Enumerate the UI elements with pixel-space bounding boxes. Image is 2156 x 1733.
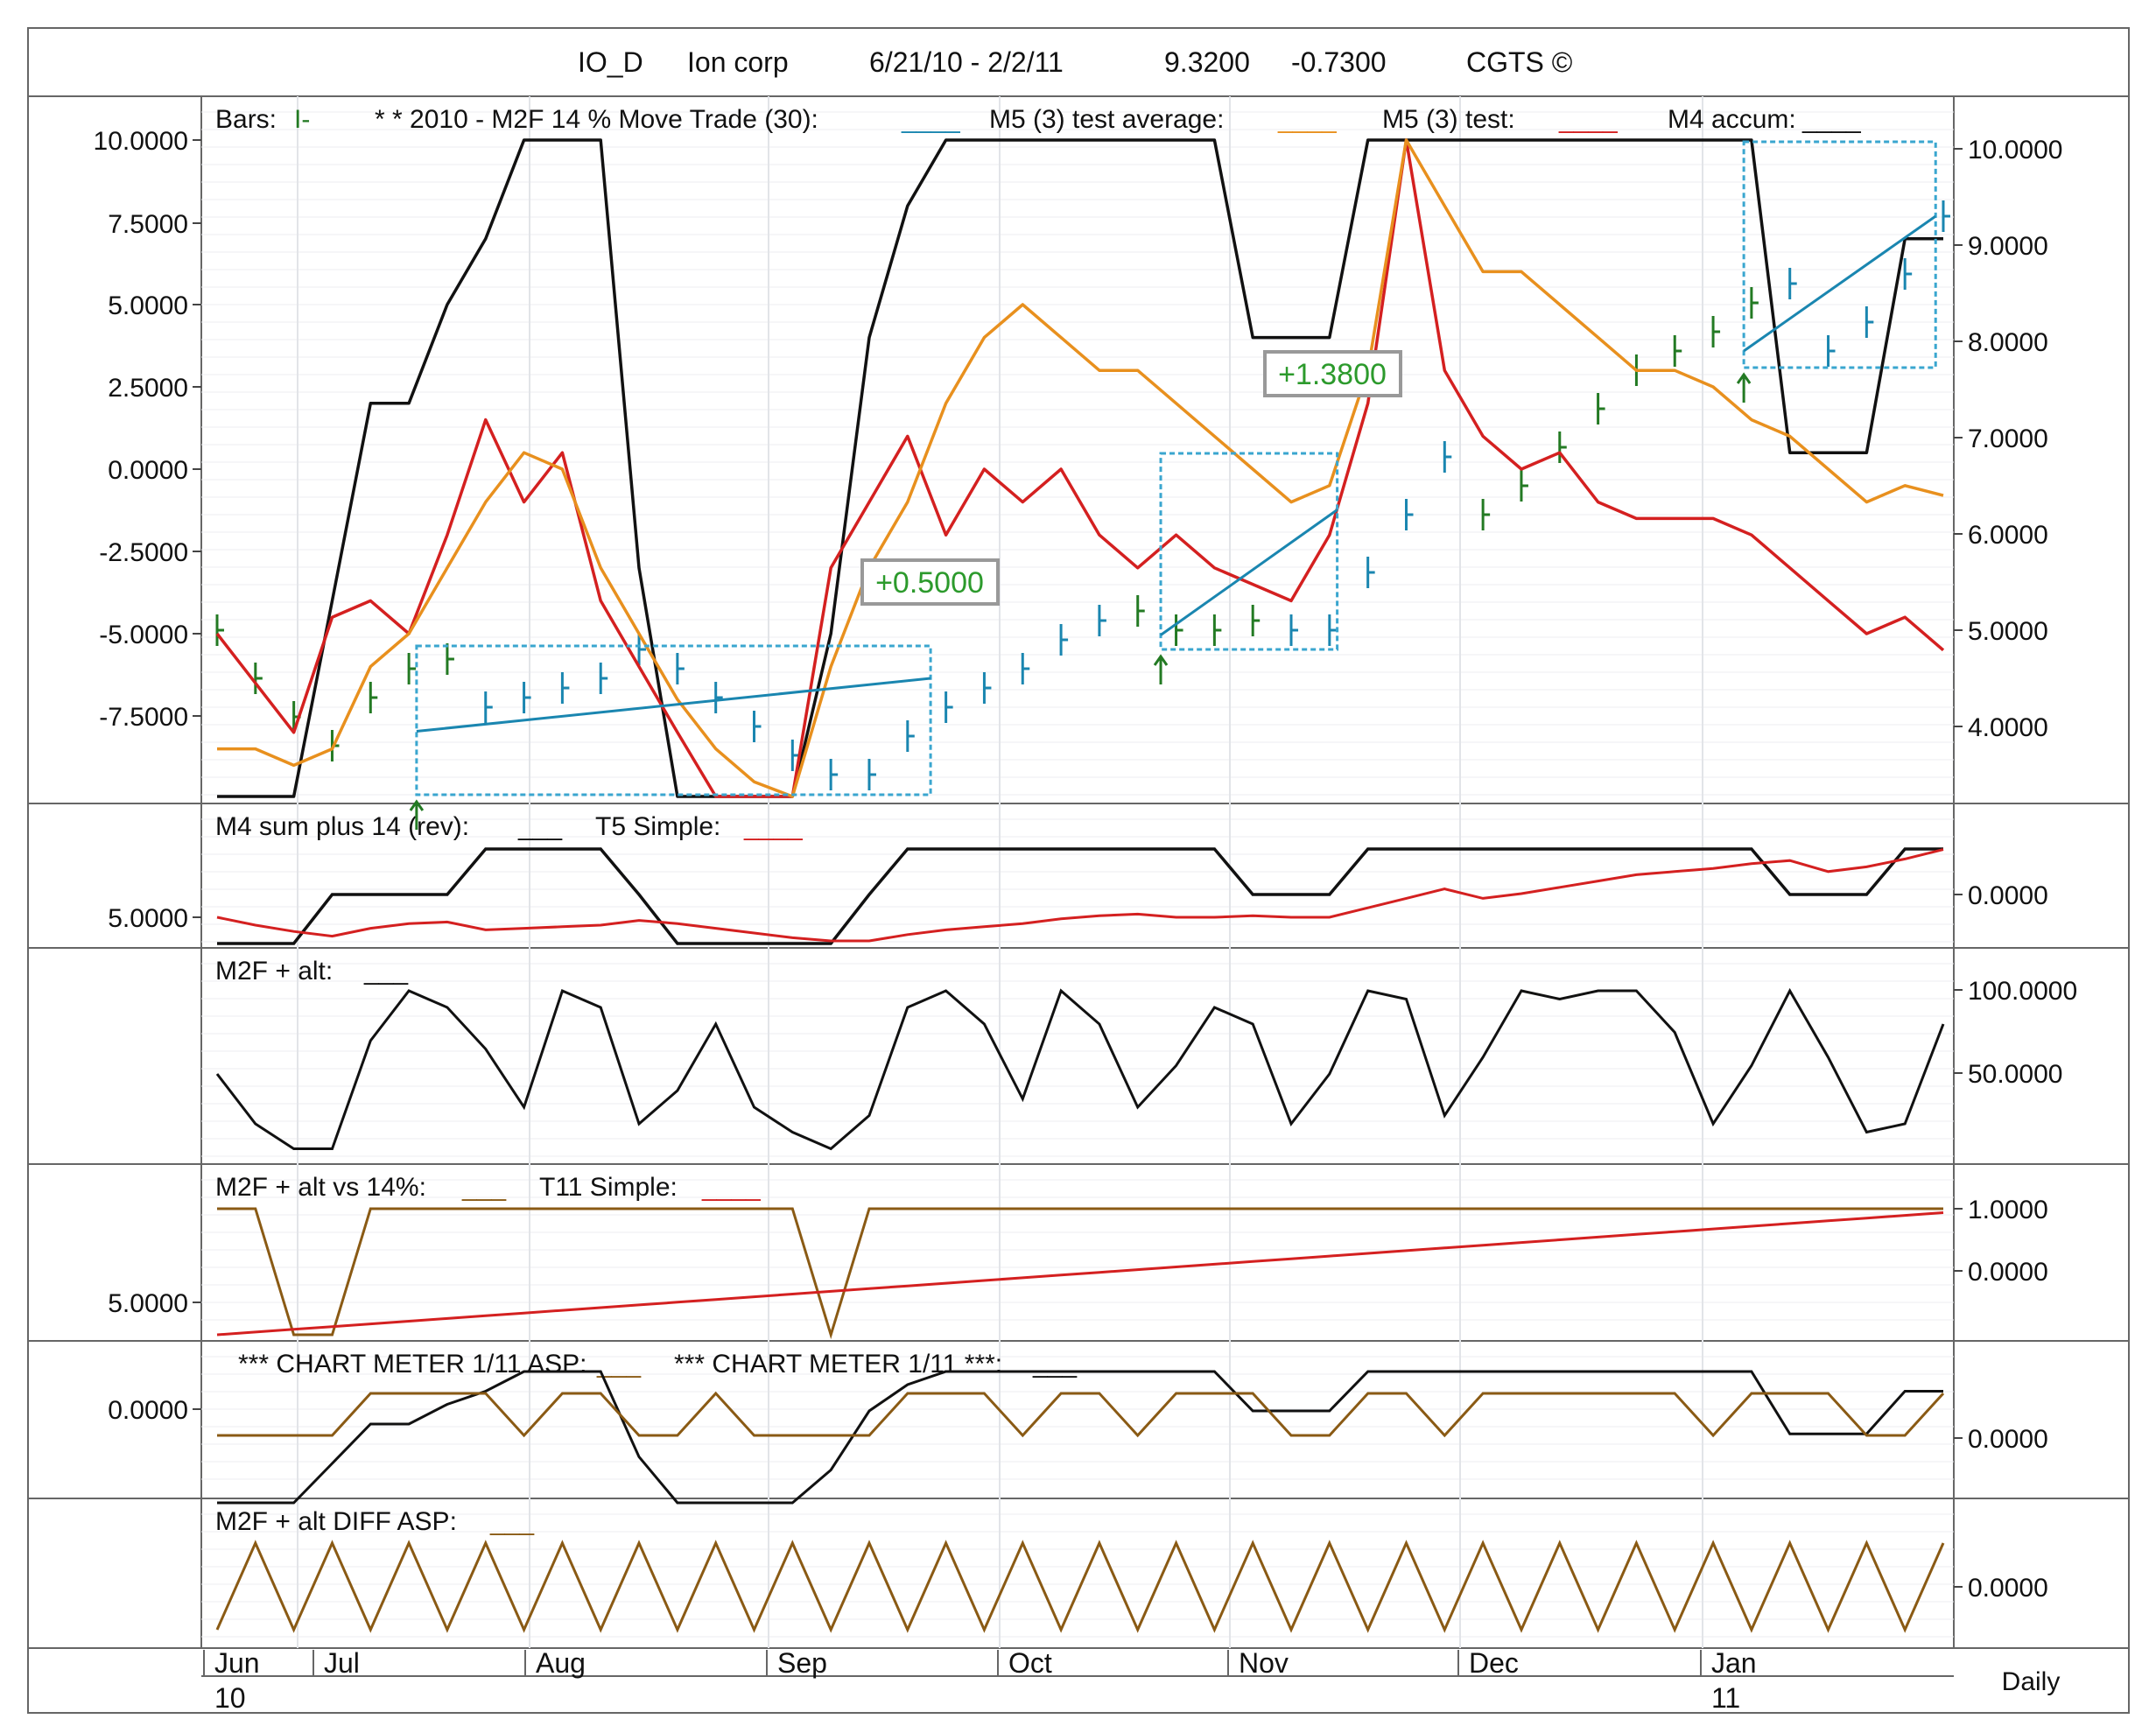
left-tick-label: 2.5000 <box>108 374 188 403</box>
header-symbol: IO_D <box>578 46 643 78</box>
left-tick-label: 0.0000 <box>108 456 188 485</box>
buy-arrow-icon <box>1153 654 1169 684</box>
right-tick-label: 6.0000 <box>1968 521 2048 550</box>
right-tick-label: 10.0000 <box>1968 136 2062 165</box>
buy-arrow-icon <box>1736 372 1752 403</box>
left-tick-label: 0.0000 <box>108 1396 188 1425</box>
right-tick-label: 100.0000 <box>1968 977 2077 1006</box>
trade-label-box <box>1263 350 1402 397</box>
legend-sample: ___ <box>1032 1350 1078 1379</box>
trade-result-label: +0.5000 <box>875 566 984 600</box>
trade-label-box <box>860 558 1000 606</box>
month-label: Jan <box>1711 1647 1757 1679</box>
left-tick-label: 10.0000 <box>94 127 188 156</box>
trade-line <box>416 677 931 733</box>
trade-box <box>1742 140 1937 369</box>
trade-box <box>1159 452 1339 651</box>
outer-frame <box>27 27 2130 1714</box>
right-tick-label: 0.0000 <box>1968 1574 2048 1603</box>
left-tick-label: -7.5000 <box>99 703 188 732</box>
header-vendor: CGTS © <box>1466 46 1573 78</box>
legend-label: M2F + alt DIFF ASP: <box>215 1507 457 1536</box>
right-tick-label: 1.0000 <box>1968 1196 2048 1224</box>
legend-label: M4 accum: <box>1668 105 1796 134</box>
right-tick-label: 0.0000 <box>1968 1258 2048 1287</box>
series-line-m5-3-test <box>215 138 1945 798</box>
left-tick-label: -5.0000 <box>99 621 188 649</box>
legend-sample: ____ <box>1277 105 1338 134</box>
series-line-m2f-alt-vs-14 <box>217 1207 1943 1340</box>
series-line-m4-sum-plus-14 <box>217 847 1943 945</box>
month-label: Dec <box>1469 1647 1519 1679</box>
buy-arrow-icon <box>409 799 425 830</box>
legend-label: * * 2010 - M2F 14 % Move Trade (30): <box>375 105 818 134</box>
legend-label: M5 (3) test average: <box>989 105 1224 134</box>
right-tick-label: 7.0000 <box>1968 424 2048 453</box>
right-tick-label: 0.0000 <box>1968 1425 2048 1454</box>
right-tick-label: 0.0000 <box>1968 881 2048 910</box>
month-label: Nov <box>1239 1647 1289 1679</box>
legend-sample: ____ <box>1558 105 1619 134</box>
series-line-m4-accum <box>217 138 1943 798</box>
series-line-m2f-alt <box>215 987 1945 1151</box>
series-line-t11-simple <box>216 1211 1944 1337</box>
legend-label: M2F + alt: <box>215 957 333 986</box>
period-label: Daily <box>2002 1667 2061 1696</box>
series-line-chart-meter <box>217 1370 1943 1505</box>
legend-sample: ____ <box>743 812 804 841</box>
month-label: Jul <box>324 1647 360 1679</box>
trade-line <box>1160 509 1338 636</box>
x-axis: Jun Jul Aug Sep Oct Nov Dec Jan 10 11 Daily <box>201 1647 2060 1714</box>
left-tick-label: 5.0000 <box>108 1289 188 1318</box>
month-label: Oct <box>1008 1647 1052 1679</box>
series-line-m5-3-test-average <box>217 138 1944 798</box>
left-tick-label: 5.0000 <box>108 904 188 933</box>
right-tick-label: 4.0000 <box>1968 713 2048 742</box>
right-tick-label: 8.0000 <box>1968 328 2048 357</box>
legend-sample: ___ <box>596 1350 642 1379</box>
year-label: 11 <box>1711 1682 1740 1714</box>
left-tick-label: 7.5000 <box>108 210 188 239</box>
legend-label: T5 Simple: <box>595 812 720 841</box>
legend-sample: ____ <box>701 1173 762 1202</box>
series-line-m2f-alt-diff-asp <box>215 1540 1945 1633</box>
left-tick-label: -2.5000 <box>99 538 188 567</box>
month-label: Aug <box>536 1647 586 1679</box>
right-tick-label: 5.0000 <box>1968 617 2048 646</box>
month-label: Jun <box>214 1647 260 1679</box>
header-date-range: 6/21/10 - 2/2/11 <box>869 46 1064 78</box>
legend-label: M5 (3) test: <box>1382 105 1515 134</box>
legend-label: Bars: <box>215 105 277 134</box>
panels: 10.0000 7.5000 5.0000 2.5000 0.0000 -2.5000 -5… <box>28 96 2129 1649</box>
trade-box <box>415 644 932 796</box>
legend-sample: ___ <box>461 1173 507 1202</box>
legend-label: T11 Simple: <box>539 1173 678 1202</box>
trade-result-label: +1.3800 <box>1278 358 1387 391</box>
right-tick-label: 9.0000 <box>1968 232 2048 261</box>
header-company: Ion corp <box>687 46 789 78</box>
left-tick-label: 5.0000 <box>108 291 188 320</box>
legend-sample: ___ <box>363 957 409 986</box>
right-tick-label: 50.0000 <box>1968 1060 2062 1089</box>
series-line-t5-simple <box>216 848 1944 943</box>
series-line-chart-meter-asp <box>217 1391 1945 1438</box>
legend-label: *** CHART METER 1/11 ***: <box>674 1350 1002 1379</box>
legend-sample: ___ <box>517 812 563 841</box>
legend-label: M2F + alt vs 14%: <box>215 1173 426 1202</box>
trade-line <box>1743 214 1937 353</box>
legend-sample: ___ <box>489 1507 535 1536</box>
header-change: -0.7300 <box>1291 46 1387 78</box>
year-label: 10 <box>214 1682 246 1714</box>
legend-sample: ____ <box>901 105 961 134</box>
legend-label: M4 sum plus 14 (rev): <box>215 812 469 841</box>
legend-sample: ____ <box>1801 105 1862 134</box>
header-last: 9.3200 <box>1164 46 1250 78</box>
chart-marks: +0.5000 +1.3800 <box>215 138 1950 1633</box>
month-label: Sep <box>777 1647 827 1679</box>
legend-sample: I- <box>294 105 310 134</box>
legend-label: *** CHART METER 1/11 ASP: <box>238 1350 586 1379</box>
